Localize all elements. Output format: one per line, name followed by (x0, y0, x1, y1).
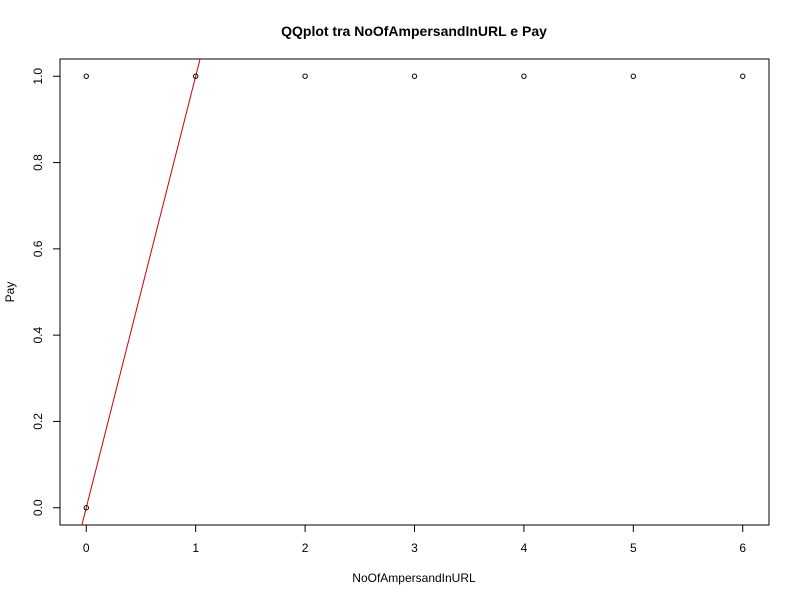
y-tick-label: 1.0 (31, 68, 45, 85)
y-tick-label: 0.2 (31, 413, 45, 430)
y-tick-label: 0.6 (31, 240, 45, 257)
data-point (302, 73, 308, 79)
x-tick-label: 0 (83, 541, 90, 555)
data-point (192, 73, 199, 79)
y-tick-label: 0.4 (31, 326, 45, 343)
y-axis-label: Pay (3, 282, 17, 303)
x-axis-label: NoOfAmpersandInURL (352, 571, 476, 585)
x-tick-label: 6 (739, 541, 746, 555)
x-tick-label: 4 (521, 541, 528, 555)
data-point (630, 73, 637, 79)
y-axis: 0.0 0.2 0.4 0.6 0.8 1.0 (31, 68, 61, 516)
data-point (521, 73, 527, 79)
x-tick-label: 1 (192, 541, 199, 555)
data-point (83, 505, 89, 511)
y-tick-label: 0.0 (31, 499, 45, 516)
y-tick-label: 0.8 (31, 154, 45, 171)
data-point (83, 73, 89, 79)
data-point (411, 73, 418, 79)
x-axis: 0 1 2 3 4 5 6 (83, 524, 746, 555)
x-tick-label: 2 (302, 541, 309, 555)
x-tick-label: 3 (411, 541, 418, 555)
data-point (740, 73, 746, 79)
plot-area (81, 59, 746, 525)
plot-frame (59, 58, 770, 526)
x-tick-label: 5 (630, 541, 637, 555)
reference-line (81, 59, 201, 525)
chart-title: QQplot tra NoOfAmpersandInURL e Pay (281, 23, 547, 39)
